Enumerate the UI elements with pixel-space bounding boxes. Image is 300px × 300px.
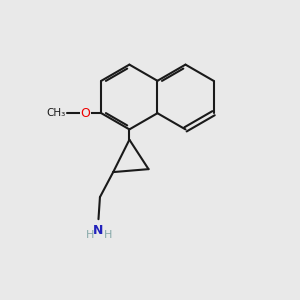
Text: H: H <box>104 230 112 239</box>
Text: CH₃: CH₃ <box>47 108 66 118</box>
Text: O: O <box>80 107 90 120</box>
Text: N: N <box>93 224 104 237</box>
Text: H: H <box>86 230 94 239</box>
